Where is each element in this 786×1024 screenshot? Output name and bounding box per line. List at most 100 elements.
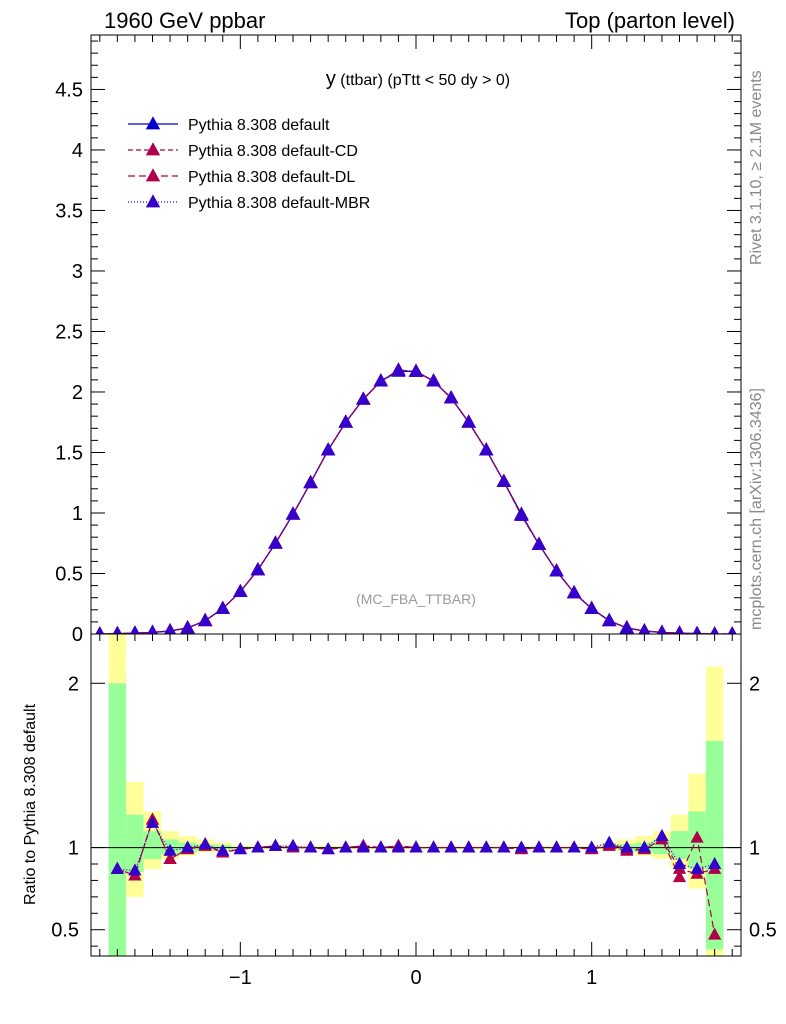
ratio-data-point-s2: [216, 843, 230, 856]
ratio-y-tick-label: 2: [68, 673, 79, 695]
main-data-point-s3: [584, 600, 599, 614]
ratio-data-point-s2: [708, 856, 722, 869]
main-plot-title-selection: (ttbar) (pTtt < 50 dy > 0): [336, 72, 510, 89]
ratio-series-line-1: [117, 817, 716, 935]
ratio-data-point-s2: [374, 840, 388, 853]
ratio-data-point-s2: [532, 840, 546, 853]
main-data-point-s3: [479, 442, 494, 456]
ratio-data-point-s2: [110, 861, 124, 874]
ratio-data-point-s2: [286, 838, 300, 851]
ratio-data-point-s2: [321, 842, 335, 855]
ratio-y-tick-label-right: 0.5: [749, 920, 777, 942]
legend-marker-2: [145, 168, 161, 182]
x-tick-label: 1: [586, 967, 597, 989]
ratio-data-point-s2: [549, 840, 564, 853]
ratio-data-point-s2: [181, 840, 195, 853]
main-y-tick-label: 0.5: [55, 563, 83, 585]
main-data-point-s3: [303, 474, 318, 489]
ratio-data-point-s2: [128, 863, 142, 876]
x-tick-label: 0: [410, 967, 421, 989]
main-y-tick-label: 4: [72, 140, 83, 162]
ratio-data-point-s2: [268, 838, 283, 851]
ratio-data-point-s2: [409, 840, 423, 853]
main-data-point-s3: [531, 536, 547, 550]
main-data-point-s3: [95, 626, 105, 634]
ratio-data-point-s2: [462, 840, 476, 853]
ratio-data-point-s2: [620, 840, 634, 853]
legend-label-1: Pythia 8.308 default-CD: [188, 143, 358, 160]
main-data-point-s3: [549, 563, 564, 577]
main-data-point-s3: [692, 625, 702, 634]
main-data-point-s3: [391, 362, 406, 376]
ratio-data-point-s2: [339, 840, 353, 853]
main-data-point-s3: [147, 624, 158, 634]
main-plot-title: y (ttbar) (pTtt < 50 dy > 0): [326, 68, 510, 90]
ratio-data-point-s2: [303, 840, 318, 853]
main-y-tick-label: 2.5: [55, 321, 83, 343]
ratio-data-point-s2: [567, 840, 581, 853]
ratio-inner-band-1: [126, 814, 144, 873]
ratio-y-axis-label: Ratio to Pythia 8.308 default: [22, 703, 39, 905]
ratio-data-point-s2: [391, 840, 406, 853]
ratio-data-point-s1: [672, 869, 687, 883]
legend: Pythia 8.308 default Pythia 8.308 default…: [128, 116, 370, 212]
main-data-point-s3: [268, 535, 283, 549]
ratio-data-point-s2: [251, 840, 265, 853]
legend-marker-0: [145, 116, 161, 130]
legend-label-0: Pythia 8.308 default: [188, 117, 330, 134]
main-y-tick-label: 1.5: [55, 442, 83, 464]
mcplots-citation-label: mcplots.cern.ch [arXiv:1306.3436]: [748, 388, 765, 630]
ratio-data-point-s2: [637, 840, 651, 853]
ratio-data-point-s2: [672, 856, 687, 869]
main-data-point-s3: [320, 442, 336, 456]
legend-marker-3: [145, 194, 161, 208]
main-data-point-s3: [373, 373, 389, 387]
main-y-tick-label: 0: [72, 624, 83, 646]
ratio-data-point-s2: [497, 840, 511, 853]
main-data-point-s3: [443, 390, 459, 404]
main-data-point-s3: [408, 363, 424, 377]
ratio-data-point-s2: [163, 843, 177, 856]
main-data-point-s3: [285, 506, 301, 520]
ratio-data-point-s2: [426, 840, 441, 853]
ratio-inner-band-14: [705, 740, 724, 950]
ratio-y-tick-label: 1: [68, 838, 79, 860]
main-y-tick-label: 2: [72, 382, 83, 404]
ratio-inner-band-2: [143, 831, 162, 860]
ratio-data-point-s2: [690, 861, 704, 874]
ratio-data-point-s2: [514, 840, 529, 853]
main-data-point-s3: [180, 620, 195, 634]
ratio-data-point-s2: [145, 815, 160, 828]
ratio-data-point-s1: [163, 851, 177, 865]
ratio-y-tick-label-right: 2: [749, 673, 760, 695]
ratio-data-point-s2: [655, 828, 669, 842]
main-data-point-s3: [674, 625, 685, 634]
main-y-tick-label: 3: [72, 261, 83, 283]
main-data-point-s3: [233, 583, 248, 598]
ratio-data-point-s2: [233, 842, 247, 855]
main-plot-title-variable: y: [326, 68, 336, 90]
main-data-point-s3: [250, 562, 266, 576]
main-y-tick-label: 1: [72, 503, 83, 525]
legend-label-3: Pythia 8.308 default-MBR: [188, 195, 370, 212]
main-data-point-s3: [338, 414, 353, 428]
ratio-data-point-s2: [444, 840, 458, 853]
legend-label-2: Pythia 8.308 default-DL: [188, 169, 355, 186]
main-data-point-s3: [727, 626, 737, 634]
ratio-data-point-s2: [198, 837, 212, 850]
main-data-point-s3: [426, 373, 441, 387]
main-data-point-s3: [496, 473, 512, 487]
ratio-inner-band-12: [670, 831, 689, 860]
main-data-point-s3: [514, 507, 529, 521]
ratio-inner-band-0: [108, 683, 127, 956]
rivet-version-label: Rivet 3.1.10, ≥ 2.1M events: [748, 70, 765, 265]
main-data-point-s3: [130, 625, 140, 634]
ratio-y-tick-label-right: 1: [749, 838, 760, 860]
main-data-point-s3: [164, 623, 176, 634]
ratio-series-line-2: [117, 821, 715, 872]
main-data-point-s3: [461, 414, 476, 428]
main-data-point-s3: [215, 600, 230, 614]
main-data-point-s3: [112, 625, 122, 634]
ratio-data-point-s1: [708, 927, 722, 940]
